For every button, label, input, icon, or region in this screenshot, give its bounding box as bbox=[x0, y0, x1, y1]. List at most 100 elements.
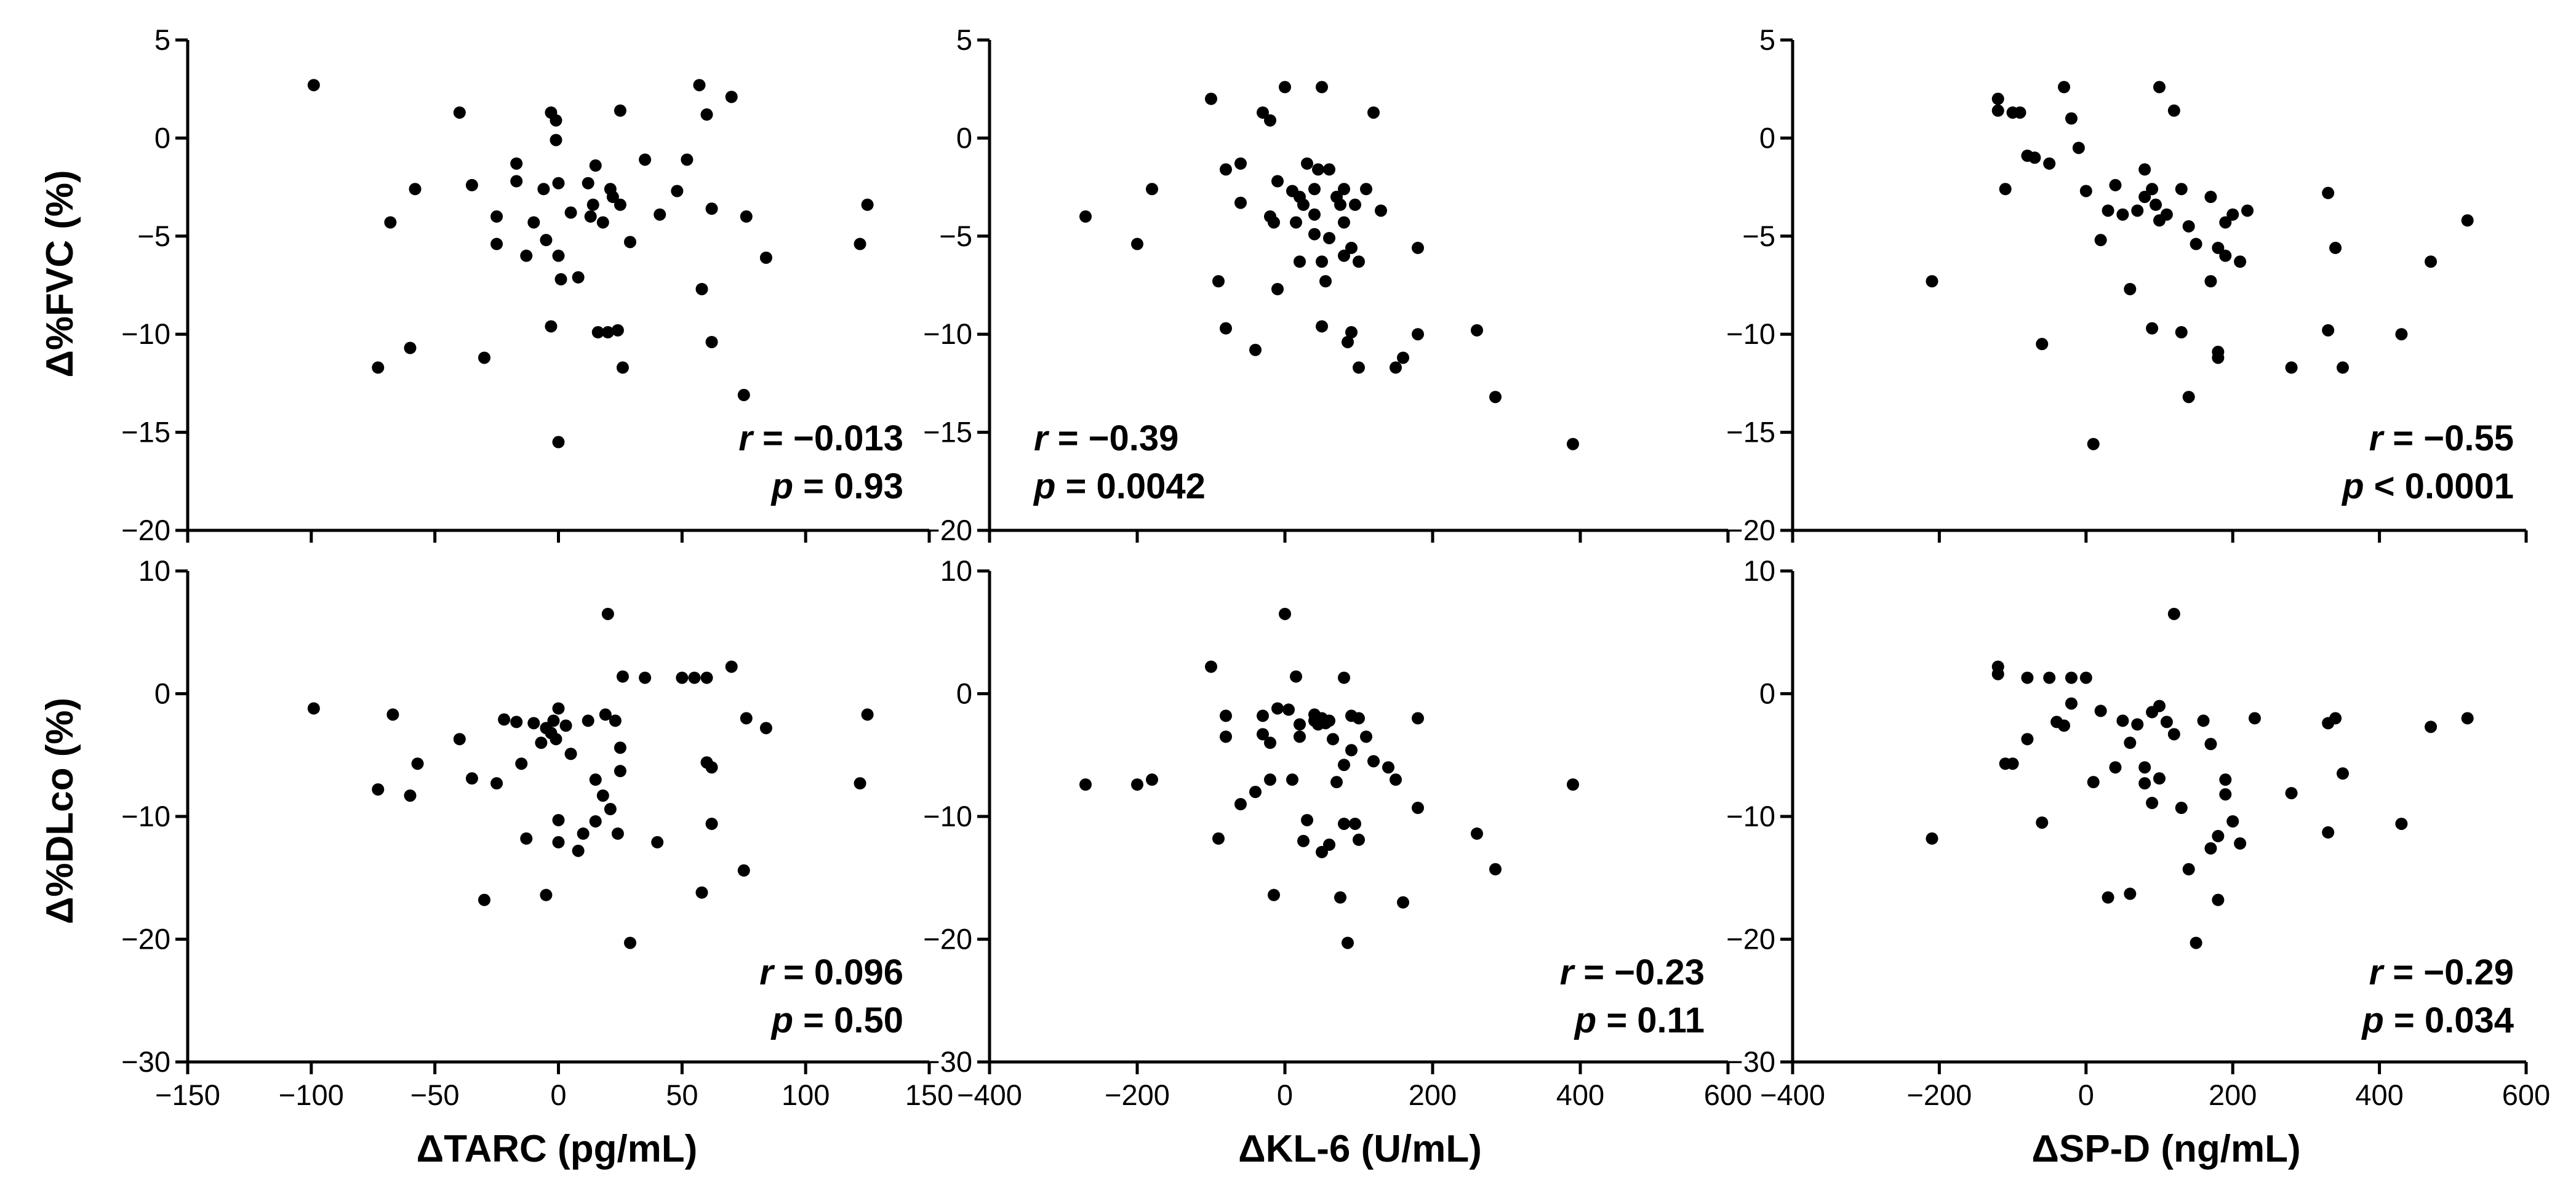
data-point bbox=[1338, 216, 1350, 229]
data-point bbox=[2153, 81, 2166, 94]
y-tick-label: −10 bbox=[923, 800, 972, 832]
data-point bbox=[1308, 228, 1321, 241]
data-point bbox=[1349, 198, 1361, 211]
data-point bbox=[861, 198, 874, 211]
data-point bbox=[2131, 718, 2144, 731]
data-point bbox=[1991, 104, 2004, 117]
x-tick-label: −400 bbox=[957, 1079, 1022, 1111]
data-point bbox=[1297, 198, 1310, 211]
x-tick-label: −400 bbox=[1760, 1079, 1825, 1111]
data-point bbox=[861, 708, 874, 721]
data-point bbox=[1412, 712, 1424, 725]
data-point bbox=[559, 719, 572, 732]
data-point bbox=[1264, 736, 1276, 749]
scatter-panel: −20 −15 −10 −5 0 5 r = −0.39 p = 0.0042 bbox=[923, 23, 1730, 546]
data-point bbox=[2079, 185, 2092, 198]
y-axis-title-fvc: Δ%FVC (%) bbox=[39, 170, 81, 377]
scatter-panel: −20 −15 −10 −5 0 5 r = −0.55 p < 0.0001 bbox=[1726, 23, 2528, 546]
data-point bbox=[614, 104, 626, 117]
data-point bbox=[490, 777, 503, 790]
data-point bbox=[552, 836, 565, 848]
data-point bbox=[2212, 351, 2225, 364]
data-point bbox=[2167, 728, 2180, 741]
y-tick-label: 0 bbox=[1759, 121, 1775, 154]
data-point bbox=[2094, 234, 2107, 247]
data-point bbox=[372, 783, 385, 796]
data-point bbox=[1249, 786, 1262, 799]
data-point bbox=[552, 813, 565, 826]
data-point bbox=[2065, 112, 2078, 125]
data-point bbox=[1999, 183, 2012, 196]
data-point bbox=[2175, 802, 2188, 815]
y-tick-label: 0 bbox=[154, 121, 170, 154]
data-point bbox=[1360, 183, 1372, 196]
data-point bbox=[1323, 714, 1335, 727]
data-point bbox=[2226, 208, 2239, 221]
data-point bbox=[2021, 733, 2034, 746]
data-point bbox=[2337, 361, 2349, 374]
data-point bbox=[854, 237, 866, 250]
data-point bbox=[2197, 714, 2210, 727]
p-value-label: p = 0.0042 bbox=[1033, 466, 1206, 506]
data-point bbox=[1205, 92, 1217, 105]
data-point bbox=[1926, 832, 1938, 845]
data-point bbox=[490, 237, 503, 250]
data-point bbox=[705, 761, 718, 774]
y-tick-label: 10 bbox=[940, 554, 972, 587]
data-point bbox=[1338, 817, 1350, 830]
data-point bbox=[2006, 757, 2019, 770]
y-tick-label: 0 bbox=[956, 121, 972, 154]
data-point bbox=[700, 671, 713, 684]
data-point bbox=[601, 326, 614, 339]
data-point bbox=[2116, 714, 2129, 727]
x-tick-label: 200 bbox=[2209, 1079, 2257, 1111]
y-axis-title-dlco: Δ%DLco (%) bbox=[39, 698, 81, 924]
data-point bbox=[1345, 241, 1358, 254]
data-point bbox=[2131, 204, 2144, 217]
data-point bbox=[552, 436, 565, 449]
data-point bbox=[601, 607, 614, 620]
data-point bbox=[1338, 671, 1350, 684]
data-point bbox=[2153, 772, 2166, 785]
data-point bbox=[1334, 891, 1346, 904]
x-tick-label: 400 bbox=[2355, 1079, 2403, 1111]
data-point bbox=[2160, 208, 2173, 221]
data-point bbox=[1342, 335, 1354, 348]
data-point bbox=[2043, 157, 2056, 170]
data-point bbox=[589, 773, 602, 786]
data-point bbox=[2028, 151, 2041, 164]
data-point bbox=[589, 159, 602, 172]
data-point bbox=[639, 153, 652, 166]
data-point bbox=[1338, 249, 1350, 262]
y-tick-label: −10 bbox=[121, 317, 170, 350]
data-point bbox=[1338, 183, 1350, 196]
data-point bbox=[465, 178, 478, 191]
data-point bbox=[639, 671, 652, 684]
x-tick-label: −200 bbox=[1906, 1079, 1972, 1111]
data-point bbox=[1294, 730, 1306, 743]
data-point bbox=[693, 79, 706, 92]
data-point bbox=[2212, 829, 2225, 842]
data-point bbox=[2182, 391, 2195, 404]
data-point bbox=[2322, 826, 2335, 839]
data-point bbox=[589, 815, 602, 828]
data-point bbox=[614, 741, 626, 754]
data-point bbox=[1290, 216, 1302, 229]
data-point bbox=[1471, 827, 1483, 840]
data-point bbox=[1271, 175, 1284, 188]
data-point bbox=[2461, 712, 2474, 725]
data-point bbox=[2425, 255, 2438, 268]
data-point bbox=[2204, 275, 2217, 288]
data-point bbox=[2329, 712, 2342, 725]
data-point bbox=[1294, 718, 1306, 731]
data-point bbox=[1264, 773, 1276, 786]
data-point bbox=[1220, 709, 1232, 722]
data-point bbox=[2219, 788, 2232, 801]
y-tick-label: −10 bbox=[121, 800, 170, 832]
data-point bbox=[2234, 837, 2247, 850]
data-point bbox=[1991, 92, 2004, 105]
data-point bbox=[384, 216, 397, 229]
r-value-label: r = −0.23 bbox=[1560, 952, 1705, 992]
